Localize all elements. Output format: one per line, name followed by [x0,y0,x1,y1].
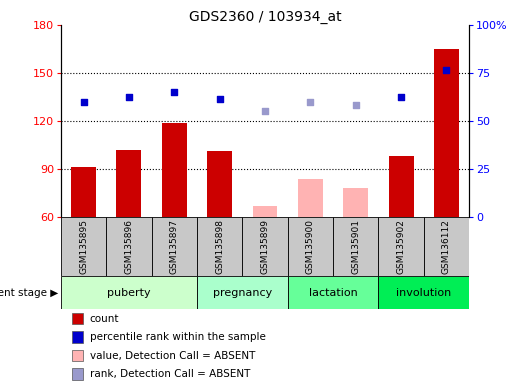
Point [170,89,179,95]
Point [397,94,405,100]
Text: GSM135896: GSM135896 [125,219,134,274]
Bar [61,217,107,276]
Bar [378,217,423,276]
Text: development stage ▶: development stage ▶ [0,288,58,298]
Bar [71,167,96,217]
Point [125,94,133,100]
Bar [252,206,278,217]
Point [261,108,269,114]
Bar [434,49,459,217]
Bar [107,217,152,276]
Text: involution: involution [396,288,452,298]
Text: count: count [90,314,119,324]
Text: puberty: puberty [107,288,151,298]
Bar [423,217,469,276]
Text: GDS2360 / 103934_at: GDS2360 / 103934_at [189,10,341,23]
Bar [298,179,323,217]
Text: GSM135895: GSM135895 [79,219,88,274]
Bar [207,151,232,217]
Text: GSM135902: GSM135902 [396,219,405,274]
Bar [162,122,187,217]
Point [306,99,315,105]
Text: rank, Detection Call = ABSENT: rank, Detection Call = ABSENT [90,369,250,379]
Text: value, Detection Call = ABSENT: value, Detection Call = ABSENT [90,351,255,361]
Text: lactation: lactation [308,288,357,298]
Bar [288,276,378,309]
Point [215,96,224,102]
Bar [152,217,197,276]
Bar [61,276,197,309]
Text: GSM135898: GSM135898 [215,219,224,274]
Text: GSM135897: GSM135897 [170,219,179,274]
Text: GSM135900: GSM135900 [306,219,315,274]
Text: GSM135901: GSM135901 [351,219,360,274]
Point [80,99,88,105]
Bar [117,150,142,217]
Bar [197,217,242,276]
Text: percentile rank within the sample: percentile rank within the sample [90,332,266,342]
Bar [242,217,288,276]
Point [442,67,450,73]
Bar [333,217,378,276]
Text: GSM136112: GSM136112 [442,219,451,274]
Bar [288,217,333,276]
Bar [378,276,469,309]
Point [351,102,360,108]
Bar [343,188,368,217]
Text: pregnancy: pregnancy [213,288,272,298]
Text: GSM135899: GSM135899 [261,219,269,274]
Bar [388,156,413,217]
Bar [197,276,288,309]
